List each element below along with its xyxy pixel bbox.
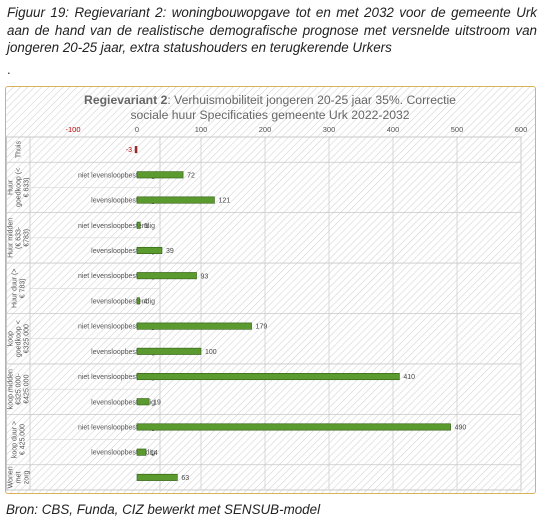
chart-title-bold: Regievariant 2 — [84, 93, 168, 107]
data-label: 179 — [256, 324, 268, 331]
tick-label: 300 — [323, 125, 336, 134]
data-label: 63 — [181, 475, 189, 482]
row-label: levensloopbestendig — [91, 248, 155, 255]
tick-label: 600 — [515, 125, 528, 134]
row-label: niet levensloopbestendig — [78, 324, 155, 331]
data-label: 19 — [153, 399, 161, 406]
data-label: 93 — [201, 273, 209, 280]
group-label: Huur midden(€ 633-€783) — [8, 218, 31, 258]
tick-label: 500 — [451, 125, 464, 134]
figure-caption: Figuur 19: Regievariant 2: woningbouwopg… — [7, 5, 537, 55]
bar — [136, 398, 150, 406]
data-label: 410 — [403, 374, 415, 381]
group-label: koopgoedkoop <€325.000 — [8, 320, 31, 357]
group-label: Huurgoedkoop (<€ 633) — [8, 168, 31, 207]
data-label: 5 — [144, 223, 148, 230]
bar — [136, 246, 163, 254]
bar — [134, 146, 138, 154]
group-label: koop midden€325.000-€425.000 — [8, 369, 31, 409]
data-label: 490 — [455, 425, 467, 432]
bar — [136, 373, 400, 381]
group-label: koop duur >€ 425.000 — [12, 421, 27, 458]
data-label: -3 — [126, 147, 132, 154]
tick-label: 100 — [195, 125, 208, 134]
row-label: levensloopbestendig — [91, 298, 155, 305]
chart-subtitle: sociale huur Specificaties gemeente Urk … — [130, 108, 409, 122]
data-label: 121 — [218, 198, 230, 205]
data-label: 100 — [205, 349, 217, 356]
row-label: levensloopbestendig — [91, 399, 155, 406]
bar — [136, 473, 178, 481]
chart-title-rest: : Verhuismobiliteit jongeren 20-25 jaar … — [167, 93, 456, 107]
chart-frame: Regievariant 2: Verhuismobiliteit jonger… — [5, 86, 536, 494]
bar — [136, 297, 140, 305]
tick-label: 0 — [135, 125, 139, 134]
bar — [136, 423, 451, 431]
bar — [136, 171, 184, 179]
row-label: niet levensloopbestendig — [78, 424, 155, 431]
bar — [136, 221, 141, 229]
tick-label: 200 — [259, 125, 272, 134]
row-label: levensloopbestendig — [91, 450, 155, 457]
row-label: niet levensloopbestendig — [78, 223, 155, 230]
chart-title: Regievariant 2: Verhuismobiliteit jonger… — [84, 93, 456, 107]
bar — [136, 448, 147, 456]
bar — [136, 322, 252, 330]
bar — [136, 272, 197, 280]
row-label: levensloopbestendig — [91, 198, 155, 205]
bar-chart: Regievariant 2: Verhuismobiliteit jonger… — [6, 87, 535, 493]
group-label: Wonenmetzorg — [8, 466, 31, 488]
bar — [136, 196, 215, 204]
hatched-background — [6, 87, 535, 493]
data-label: 4 — [144, 298, 148, 305]
bar — [136, 347, 202, 355]
group-label: Huur duur (>€ 783) — [12, 269, 27, 309]
group-label: Thuis — [16, 141, 23, 159]
data-label: 72 — [187, 172, 195, 179]
data-label: 39 — [166, 248, 174, 255]
tick-label: 400 — [387, 125, 400, 134]
tick-label: -100 — [65, 125, 80, 134]
row-label: niet levensloopbestendig — [78, 172, 155, 179]
row-label: niet levensloopbestendig — [78, 374, 155, 381]
source-note: Bron: CBS, Funda, CIZ bewerkt met SENSUB… — [6, 502, 321, 517]
caption-dot: . — [7, 62, 11, 77]
row-label: levensloopbestendig — [91, 349, 155, 356]
data-label: 14 — [150, 450, 158, 457]
row-label: niet levensloopbestendig — [78, 273, 155, 280]
